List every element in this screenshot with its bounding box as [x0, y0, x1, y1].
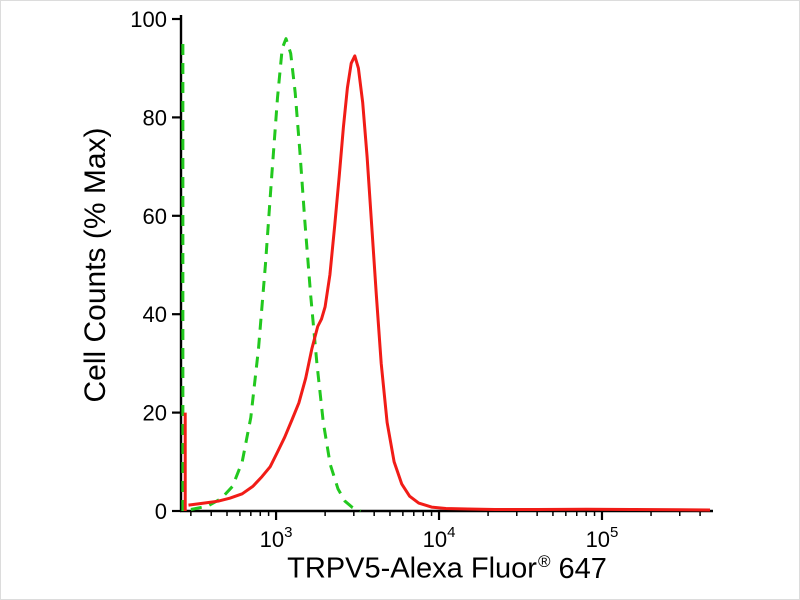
y-tick-label: 100	[130, 7, 167, 32]
y-axis-title: Cell Counts (% Max)	[79, 127, 112, 402]
y-tick-label: 40	[143, 302, 167, 327]
red-solid-curve-path	[188, 54, 711, 512]
green-dashed-curve	[181, 37, 362, 513]
y-tick-label: 80	[143, 105, 167, 130]
tick-marks	[172, 17, 701, 520]
red-solid-curve	[183, 54, 711, 512]
axes	[179, 15, 713, 513]
x-axis-title: TRPV5-Alexa Fluor® 647	[147, 552, 747, 586]
tick-labels: 103 104 105 0 20 40 60 80 100	[130, 7, 618, 552]
registered-trademark-icon: ®	[537, 552, 551, 571]
y-tick-label: 0	[155, 499, 167, 524]
x-axis-title-text: TRPV5-Alexa Fluor	[287, 552, 537, 585]
y-tick-label: 60	[143, 204, 167, 229]
x-tick-label: 103	[260, 524, 293, 552]
x-tick-label: 105	[586, 524, 619, 552]
green-dashed-curve-path	[190, 37, 362, 513]
x-tick-label: 104	[423, 524, 456, 552]
x-axis-title-suffix: 647	[558, 552, 607, 585]
y-tick-label: 20	[143, 401, 167, 426]
